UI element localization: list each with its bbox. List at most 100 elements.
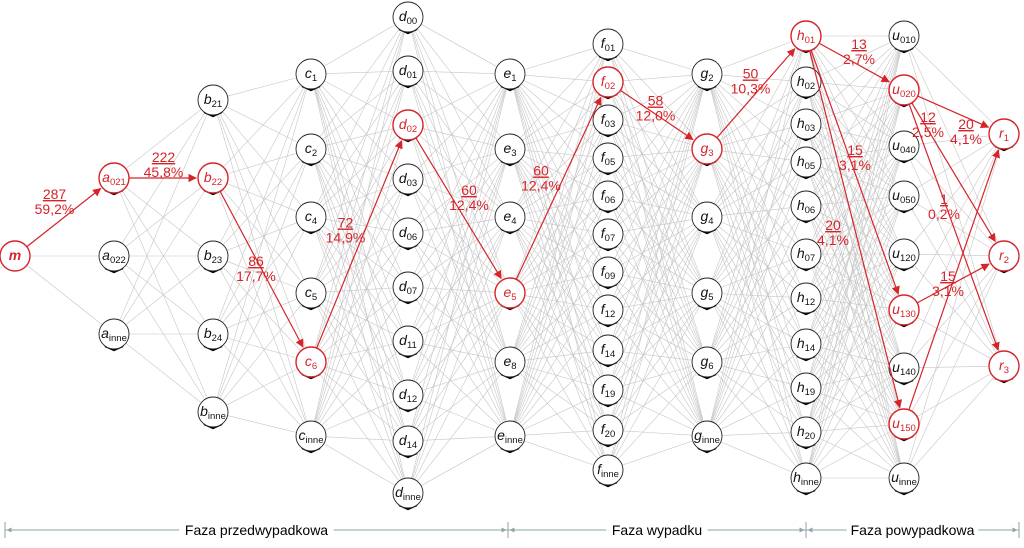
- edge-dinne-e5: [414, 307, 503, 480]
- node-label: u050: [892, 187, 916, 206]
- node-f12[interactable]: f12: [592, 294, 624, 328]
- nodes-layer: m a021 a022 ainne b21 b22 b23 b24 binne c1 c2 c4 c5 c…: [0, 1, 1020, 511]
- node-h03[interactable]: h03: [790, 108, 822, 142]
- node-e8[interactable]: e8: [494, 346, 526, 380]
- node-hinne[interactable]: hinne: [790, 462, 822, 496]
- node-u050[interactable]: u050: [888, 180, 920, 214]
- node-b22[interactable]: b22: [197, 162, 229, 196]
- node-u120[interactable]: u120: [888, 238, 920, 272]
- node-u020[interactable]: u020: [888, 74, 920, 108]
- edge-e3-f03: [524, 124, 593, 146]
- node-c1[interactable]: c1: [295, 58, 327, 92]
- edge-b24-c1: [218, 88, 306, 321]
- node-r3[interactable]: r3: [988, 350, 1020, 384]
- edge-cinne-d11: [321, 351, 397, 426]
- node-h06[interactable]: h06: [790, 190, 822, 224]
- node-f06[interactable]: f06: [592, 180, 624, 214]
- edge-h14-u140: [820, 347, 889, 365]
- node-g3[interactable]: g3: [691, 133, 723, 167]
- edge-e5-f20: [518, 305, 599, 418]
- node-h02[interactable]: h02: [790, 66, 822, 100]
- edge-d01-e8: [412, 85, 505, 347]
- edge-h19-u040: [811, 160, 899, 375]
- node-f09[interactable]: f09: [592, 256, 624, 290]
- edge-g4-h05: [719, 169, 793, 210]
- node-dinne[interactable]: dinne: [392, 477, 424, 511]
- node-f14[interactable]: f14: [592, 334, 624, 368]
- node-u150[interactable]: u150: [888, 408, 920, 442]
- edge-h06-u040: [818, 154, 891, 199]
- node-d03[interactable]: d03: [392, 163, 424, 197]
- node-m[interactable]: m: [0, 240, 31, 272]
- node-r1[interactable]: r1: [988, 118, 1020, 152]
- node-h14[interactable]: h14: [790, 328, 822, 362]
- node-c4[interactable]: c4: [295, 201, 327, 235]
- node-h19[interactable]: h19: [790, 372, 822, 406]
- node-d00[interactable]: d00: [392, 1, 424, 35]
- node-d07[interactable]: d07: [392, 271, 424, 305]
- node-ainne[interactable]: ainne: [98, 318, 130, 352]
- edge-count: 60: [461, 182, 477, 198]
- node-e4[interactable]: e4: [494, 201, 526, 235]
- edge-count: 12: [920, 109, 936, 125]
- node-label: a022: [102, 247, 126, 266]
- node-binne[interactable]: binne: [197, 396, 229, 430]
- node-c2[interactable]: c2: [295, 133, 327, 167]
- node-g2[interactable]: g2: [691, 58, 723, 92]
- node-h12[interactable]: h12: [790, 282, 822, 316]
- node-b21[interactable]: b21: [197, 84, 229, 118]
- edge-g6-h01: [711, 51, 802, 348]
- node-label: u130: [892, 301, 916, 320]
- node-h20[interactable]: h20: [790, 416, 822, 450]
- edge-b22-cinne: [218, 191, 306, 422]
- node-r2[interactable]: r2: [988, 240, 1020, 274]
- node-label-sub: 1: [1004, 133, 1009, 144]
- node-uinne[interactable]: uinne: [888, 462, 920, 496]
- node-u010[interactable]: u010: [888, 20, 920, 54]
- node-u130[interactable]: u130: [888, 294, 920, 328]
- node-cinne[interactable]: cinne: [295, 420, 327, 454]
- node-d02[interactable]: d02: [392, 109, 424, 143]
- node-label-base: d: [399, 224, 408, 240]
- node-e3[interactable]: e3: [494, 133, 526, 167]
- node-b23[interactable]: b23: [197, 240, 229, 274]
- node-u040[interactable]: u040: [888, 130, 920, 164]
- node-c5[interactable]: c5: [295, 277, 327, 311]
- node-d06[interactable]: d06: [392, 217, 424, 251]
- node-h07[interactable]: h07: [790, 238, 822, 272]
- node-f02[interactable]: f02: [592, 66, 624, 100]
- edge-h06-u050: [820, 197, 889, 205]
- edge-h20-uinne: [819, 438, 890, 472]
- node-f19[interactable]: f19: [592, 374, 624, 408]
- node-d12[interactable]: d12: [392, 379, 424, 413]
- node-f05[interactable]: f05: [592, 142, 624, 176]
- node-ginne[interactable]: ginne: [691, 420, 723, 454]
- node-label: f09: [601, 263, 615, 282]
- node-d01[interactable]: d01: [392, 55, 424, 89]
- node-g4[interactable]: g4: [691, 201, 723, 235]
- node-einne[interactable]: einne: [494, 420, 526, 454]
- node-circle: [392, 477, 424, 509]
- node-u140[interactable]: u140: [888, 352, 920, 386]
- node-label-base: g: [700, 353, 708, 369]
- node-c6[interactable]: c6: [295, 346, 327, 380]
- node-d14[interactable]: d14: [392, 425, 424, 459]
- node-g5[interactable]: g5: [691, 277, 723, 311]
- node-h01[interactable]: h01: [790, 20, 822, 54]
- node-e5[interactable]: e5: [494, 277, 526, 311]
- node-f01[interactable]: f01: [592, 28, 624, 62]
- node-g6[interactable]: g6: [691, 346, 723, 380]
- node-label-base: r: [999, 357, 1005, 373]
- node-a021[interactable]: a021: [98, 162, 130, 196]
- node-f07[interactable]: f07: [592, 218, 624, 252]
- node-d11[interactable]: d11: [392, 325, 424, 359]
- edge-g6-hinne: [716, 373, 796, 467]
- node-h05[interactable]: h05: [790, 146, 822, 180]
- node-f03[interactable]: f03: [592, 104, 624, 138]
- node-b24[interactable]: b24: [197, 318, 229, 352]
- node-f20[interactable]: f20: [592, 414, 624, 448]
- node-e1[interactable]: e1: [494, 58, 526, 92]
- node-finne[interactable]: finne: [592, 454, 624, 488]
- node-a022[interactable]: a022: [98, 240, 130, 274]
- edge-percent: 10,3%: [731, 81, 771, 97]
